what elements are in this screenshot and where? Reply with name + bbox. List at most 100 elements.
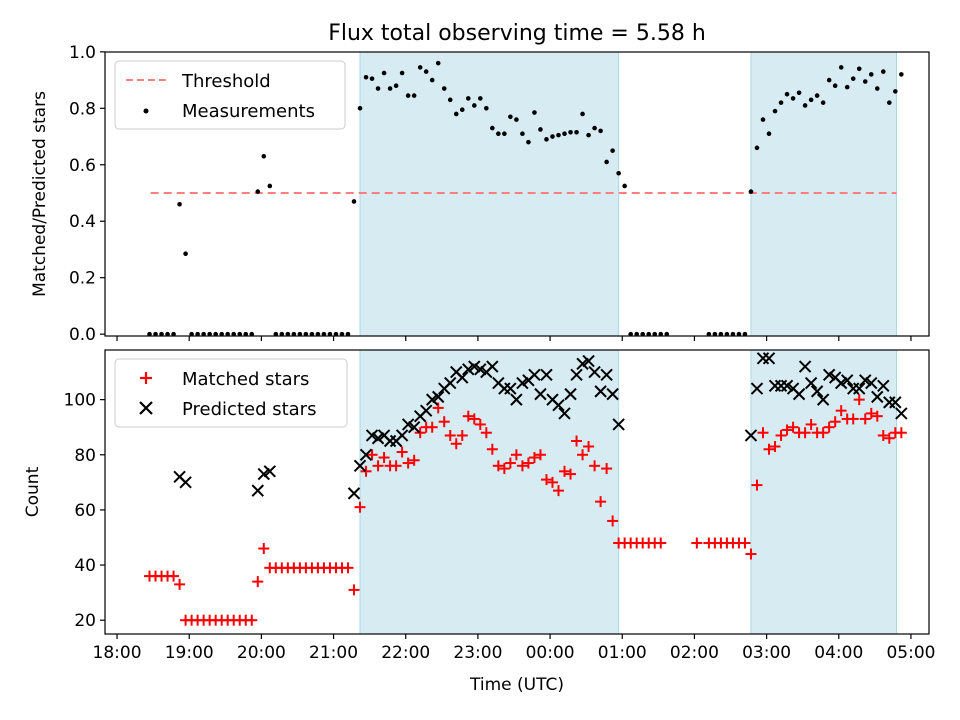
predicted-star-point bbox=[251, 484, 264, 497]
measurement-point bbox=[844, 84, 850, 90]
predicted-star-point bbox=[834, 376, 848, 390]
measurement-point bbox=[556, 132, 561, 138]
measurement-point bbox=[375, 86, 381, 91]
measurement-point bbox=[580, 111, 585, 117]
measurement-point bbox=[814, 93, 820, 98]
predicted-star-point bbox=[474, 363, 487, 376]
predicted-star-point bbox=[744, 429, 758, 442]
measurement-point bbox=[255, 189, 261, 194]
measurement-point bbox=[730, 331, 736, 337]
predicted-star-point bbox=[780, 379, 794, 393]
matched-star-point bbox=[444, 429, 456, 441]
predicted-star-point bbox=[750, 382, 764, 395]
matched-star-point bbox=[252, 576, 264, 588]
measurement-point bbox=[291, 331, 297, 337]
matched-star-point bbox=[847, 413, 859, 425]
measurement-point bbox=[772, 108, 778, 114]
matched-star-point bbox=[348, 584, 360, 596]
predicted-star-point bbox=[401, 418, 415, 431]
measurement-point bbox=[267, 183, 273, 189]
measurement-point bbox=[802, 103, 808, 108]
predicted-star-point bbox=[528, 368, 541, 382]
measurement-point bbox=[784, 91, 790, 97]
measurement-point bbox=[315, 331, 321, 337]
measurement-point bbox=[297, 331, 303, 337]
predicted-star-point bbox=[612, 418, 625, 431]
predicted-star-point bbox=[257, 467, 270, 481]
measurement-point bbox=[285, 331, 291, 337]
matched-star-point bbox=[366, 449, 378, 461]
chart-title: Flux total observing time = 5.58 h bbox=[328, 21, 706, 46]
matched-star-point bbox=[745, 548, 757, 560]
top-y-tick-label: 0.0 bbox=[69, 325, 96, 345]
measurement-point bbox=[568, 130, 573, 135]
bottom-ylabel: Count bbox=[23, 466, 43, 517]
matched-star-point bbox=[829, 416, 841, 428]
matched-star-point bbox=[510, 449, 522, 461]
predicted-star-point bbox=[353, 459, 367, 473]
matched-star-point bbox=[492, 460, 504, 472]
x-tick-label: 19:00 bbox=[165, 643, 214, 663]
measurement-point bbox=[303, 331, 309, 337]
predicted-star-point bbox=[600, 368, 613, 382]
measurement-point bbox=[195, 331, 200, 337]
measurement-point bbox=[327, 331, 333, 337]
x-axis-label: Time (UTC) bbox=[469, 675, 564, 695]
measurement-point bbox=[243, 331, 249, 337]
predicted-star-point bbox=[419, 404, 433, 417]
matched-star-point bbox=[396, 446, 408, 458]
predicted-star-point bbox=[840, 374, 854, 387]
measurement-point bbox=[616, 170, 621, 176]
matched-star-point bbox=[763, 443, 775, 455]
bottom-y-tick-label: 20 bbox=[74, 611, 96, 631]
matched-star-point bbox=[601, 463, 613, 475]
measurement-point bbox=[598, 128, 603, 134]
measurement-point bbox=[213, 331, 218, 337]
measurement-point bbox=[664, 331, 670, 337]
x-tick-label: 18:00 bbox=[93, 643, 142, 663]
top-y-tick-label: 0.6 bbox=[69, 156, 96, 176]
x-tick-label: 22:00 bbox=[381, 643, 430, 663]
measurement-point bbox=[652, 331, 658, 337]
matched-star-point bbox=[739, 537, 751, 549]
measurement-point bbox=[478, 96, 483, 101]
measurement-point bbox=[496, 131, 501, 137]
top-legend: Threshold Measurements bbox=[114, 60, 346, 130]
measurement-point bbox=[718, 331, 724, 337]
measurement-point bbox=[748, 189, 754, 194]
measurement-point bbox=[550, 134, 555, 139]
measurement-point bbox=[874, 86, 880, 91]
matched-star-point bbox=[174, 578, 186, 590]
predicted-star-point bbox=[407, 420, 421, 434]
predicted-star-point bbox=[804, 376, 818, 390]
predicted-star-point bbox=[558, 407, 571, 420]
predicted-star-point bbox=[510, 393, 523, 406]
bottom-y-tick-label: 80 bbox=[74, 446, 96, 466]
measurement-point bbox=[429, 77, 435, 83]
matched-star-point bbox=[534, 449, 546, 461]
predicted-star-point bbox=[552, 398, 565, 412]
matched-star-point bbox=[378, 452, 390, 464]
matched-star-point bbox=[865, 407, 877, 419]
measurement-point bbox=[862, 79, 868, 84]
measurement-point bbox=[754, 145, 760, 151]
measurement-point bbox=[183, 251, 188, 256]
measurement-point bbox=[417, 65, 423, 70]
measurement-point bbox=[868, 72, 874, 77]
legend-threshold-label: Threshold bbox=[181, 71, 271, 92]
measurement-point bbox=[610, 148, 615, 153]
measurement-point bbox=[249, 331, 255, 337]
measurement-point bbox=[604, 159, 609, 165]
predicted-star-point bbox=[865, 376, 878, 390]
measurement-point bbox=[628, 331, 633, 337]
measurement-point bbox=[640, 331, 646, 337]
measurement-point bbox=[880, 69, 886, 74]
matched-star-point bbox=[390, 460, 402, 472]
matched-star-point bbox=[859, 413, 871, 425]
observing-window bbox=[750, 349, 898, 635]
top-y-tick-label: 0.2 bbox=[69, 269, 96, 289]
matched-star-point bbox=[528, 452, 540, 464]
bottom-panel: 18:00 19:00 20:00 21:00 22:00 23:00 00:00 01:00… bbox=[23, 349, 935, 695]
measurement-point bbox=[405, 93, 411, 98]
